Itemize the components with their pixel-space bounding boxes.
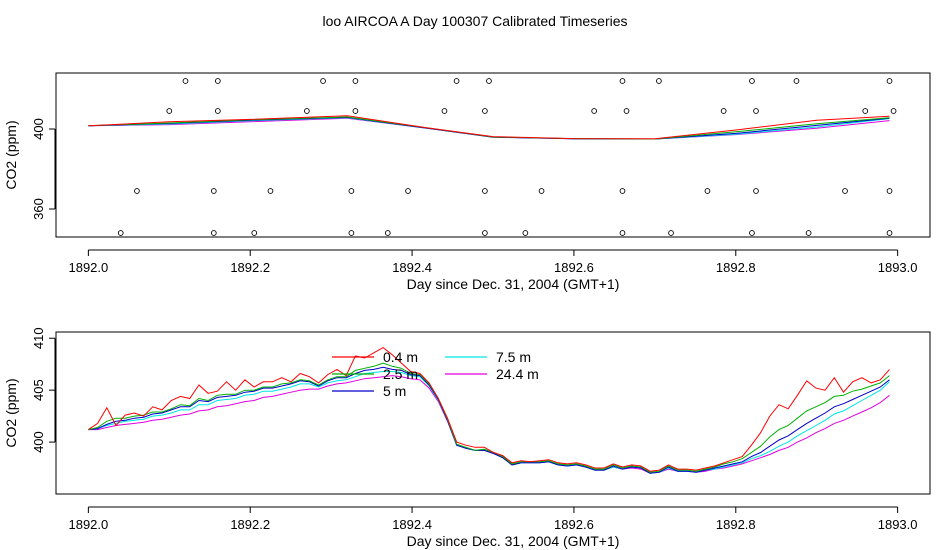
data-point bbox=[591, 108, 598, 114]
data-point bbox=[619, 188, 626, 194]
legend-label: 5 m bbox=[383, 383, 406, 399]
x-axis: 1892.0 1892.2 1892.4 1892.6 1892.8 1893.0 bbox=[68, 249, 918, 275]
legend-item: 2.5 m bbox=[332, 366, 418, 382]
x-tick-label: 1892.6 bbox=[554, 517, 594, 532]
data-point bbox=[304, 108, 310, 114]
legend-item: 5 m bbox=[332, 383, 406, 399]
x-axis: 1892.0 1892.2 1892.4 1892.6 1892.8 1893.0 bbox=[68, 506, 918, 532]
x-tick-label: 1892.2 bbox=[230, 260, 270, 275]
data-point bbox=[619, 78, 626, 84]
x-tick-label: 1892.4 bbox=[392, 260, 432, 275]
legend-item: 0.4 m bbox=[332, 349, 418, 365]
point-markers bbox=[117, 78, 897, 236]
data-point bbox=[352, 78, 359, 84]
y-tick-label: 405 bbox=[31, 379, 46, 401]
data-point bbox=[251, 230, 258, 236]
data-point bbox=[753, 108, 759, 114]
series-line-25m bbox=[88, 362, 890, 473]
data-point bbox=[862, 108, 869, 114]
x-tick-label: 1893.0 bbox=[878, 517, 918, 532]
data-point bbox=[753, 188, 759, 194]
data-point bbox=[320, 78, 326, 84]
y-axis-label: CO2 (ppm) bbox=[3, 120, 19, 189]
data-point bbox=[134, 188, 140, 194]
data-point bbox=[886, 78, 893, 84]
y-tick-label: 360 bbox=[31, 198, 46, 220]
data-point bbox=[886, 188, 893, 194]
x-tick-label: 1892.2 bbox=[230, 517, 270, 532]
data-point bbox=[210, 230, 217, 236]
data-point bbox=[720, 108, 727, 114]
data-point bbox=[842, 188, 848, 194]
data-point bbox=[453, 78, 460, 84]
series-group bbox=[88, 347, 890, 474]
y-axis: 400 405 410 bbox=[31, 327, 56, 453]
y-axis-label: CO2 (ppm) bbox=[3, 378, 19, 447]
data-point bbox=[890, 108, 897, 114]
x-tick-label: 1893.0 bbox=[878, 260, 918, 275]
x-tick-label: 1892.8 bbox=[716, 260, 756, 275]
legend: 0.4 m2.5 m5 m 7.5 m24.4 m bbox=[332, 349, 539, 399]
top-panel: 1892.0 1892.2 1892.4 1892.6 1892.8 1893.0 Day … bbox=[3, 72, 931, 292]
data-point bbox=[522, 230, 529, 236]
data-point bbox=[482, 230, 488, 236]
data-point bbox=[668, 230, 674, 236]
x-tick-label: 1892.6 bbox=[554, 260, 594, 275]
series-line-04m bbox=[88, 115, 890, 140]
data-point bbox=[215, 78, 221, 84]
data-point bbox=[267, 188, 274, 194]
data-point bbox=[623, 108, 630, 114]
legend-label: 7.5 m bbox=[496, 349, 531, 365]
plot-frame bbox=[55, 331, 931, 495]
x-axis-label: Day since Dec. 31, 2004 (GMT+1) bbox=[407, 276, 620, 292]
data-point bbox=[538, 188, 545, 194]
data-point bbox=[486, 78, 492, 84]
data-point bbox=[656, 78, 662, 84]
legend-label: 24.4 m bbox=[496, 366, 539, 382]
data-point bbox=[405, 188, 411, 194]
series-line-75m bbox=[88, 371, 890, 474]
data-point bbox=[348, 230, 355, 236]
data-point bbox=[793, 78, 800, 84]
y-tick-label: 400 bbox=[31, 431, 46, 453]
x-tick-label: 1892.0 bbox=[68, 260, 108, 275]
data-point bbox=[348, 188, 355, 194]
y-tick-label: 410 bbox=[31, 327, 46, 349]
y-axis: 360 400 bbox=[31, 118, 56, 220]
y-tick-label: 400 bbox=[31, 118, 46, 140]
data-point bbox=[482, 188, 488, 194]
data-point bbox=[482, 108, 488, 114]
series-line-04m bbox=[88, 347, 890, 472]
data-point bbox=[749, 230, 755, 236]
legend-label: 2.5 m bbox=[383, 366, 418, 382]
data-point bbox=[384, 230, 391, 236]
data-point bbox=[117, 230, 124, 236]
data-point bbox=[749, 78, 755, 84]
x-tick-label: 1892.8 bbox=[716, 517, 756, 532]
legend-label: 0.4 m bbox=[383, 349, 418, 365]
bottom-panel: 1892.0 1892.2 1892.4 1892.6 1892.8 1893.0 Day … bbox=[3, 327, 931, 549]
figure-title: loo AIRCOA A Day 100307 Calibrated Times… bbox=[322, 13, 627, 29]
data-point bbox=[441, 108, 448, 114]
data-point bbox=[166, 108, 173, 114]
legend-item: 24.4 m bbox=[445, 366, 539, 382]
series-group bbox=[88, 115, 890, 140]
x-axis-label: Day since Dec. 31, 2004 (GMT+1) bbox=[407, 533, 620, 549]
data-point bbox=[619, 230, 626, 236]
data-point bbox=[182, 78, 189, 84]
data-point bbox=[352, 108, 359, 114]
x-tick-label: 1892.4 bbox=[392, 517, 432, 532]
series-line-5m bbox=[88, 366, 890, 474]
x-tick-label: 1892.0 bbox=[68, 517, 108, 532]
data-point bbox=[210, 188, 217, 194]
data-point bbox=[215, 108, 221, 114]
legend-item: 7.5 m bbox=[445, 349, 531, 365]
data-point bbox=[805, 230, 812, 236]
data-point bbox=[886, 230, 893, 236]
data-point bbox=[704, 188, 711, 194]
series-line-244m bbox=[88, 375, 890, 474]
plot-frame bbox=[55, 72, 931, 238]
